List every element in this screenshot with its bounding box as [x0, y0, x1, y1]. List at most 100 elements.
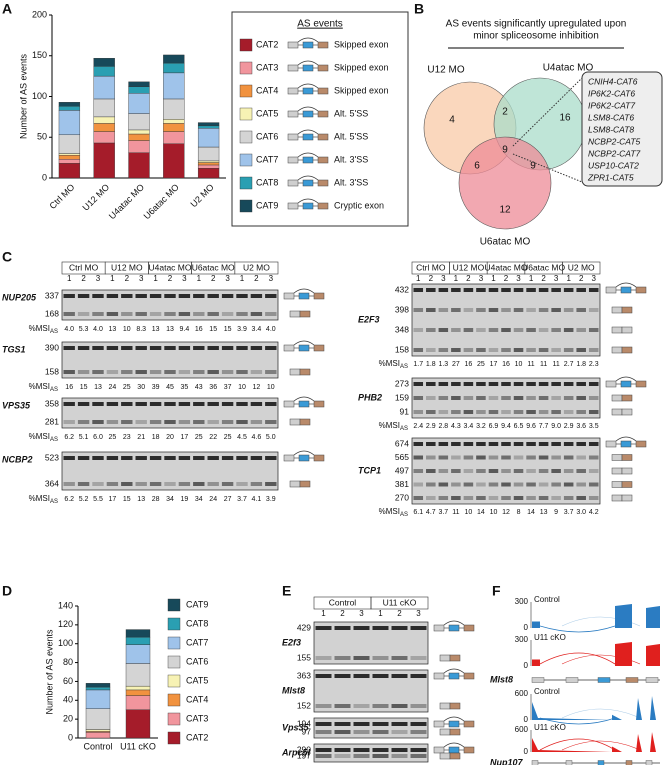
y-tick-label: 200 — [32, 9, 47, 19]
band — [410, 730, 427, 734]
msi-value: 24 — [209, 496, 217, 503]
y-tick-label: 100 — [32, 91, 47, 101]
exon — [611, 408, 623, 416]
bar-segment — [163, 62, 185, 74]
lane-label: 1 — [240, 274, 245, 283]
gene-event: LSM8-CAT6 — [588, 112, 634, 122]
band — [250, 294, 263, 298]
band — [501, 348, 511, 352]
group-label: U6atac MO — [192, 262, 235, 272]
lane-label: 3 — [139, 274, 144, 283]
lane-label: 2 — [125, 274, 130, 283]
band — [438, 410, 449, 414]
band — [513, 482, 524, 487]
band — [391, 626, 408, 630]
band — [451, 442, 461, 446]
group-label: U12 MO — [111, 262, 143, 272]
band — [551, 328, 561, 332]
sashimi-arc — [561, 740, 641, 751]
track-label: U11 cKO — [534, 723, 566, 732]
group-box — [562, 261, 601, 275]
exon — [635, 440, 647, 448]
band — [164, 294, 176, 298]
band — [513, 496, 524, 500]
band-size: 152 — [297, 700, 311, 710]
band — [135, 482, 147, 486]
exon — [313, 292, 325, 300]
gel — [411, 283, 601, 357]
msi-value: 25 — [195, 434, 203, 441]
band — [451, 308, 461, 312]
band — [250, 312, 263, 316]
band — [588, 496, 599, 500]
exon — [439, 752, 451, 760]
band — [463, 442, 474, 446]
group-label: Ctrl MO — [69, 262, 99, 272]
band — [538, 396, 549, 400]
band — [77, 370, 90, 374]
band — [221, 294, 234, 298]
band — [372, 722, 389, 726]
y-tick-label: 50 — [37, 132, 47, 142]
band-size: 97 — [302, 726, 312, 736]
msi-value: 10 — [465, 509, 473, 516]
panel-label: E — [282, 583, 291, 599]
band-size: 348 — [395, 324, 409, 334]
band — [451, 382, 461, 386]
legend-label: CAT8 — [186, 618, 208, 628]
gene-name: TCP1 — [358, 465, 381, 475]
band — [391, 656, 408, 660]
band — [149, 420, 162, 424]
band-size: 273 — [395, 378, 409, 388]
band — [410, 656, 427, 660]
band — [265, 294, 277, 298]
band — [164, 402, 176, 406]
band — [576, 382, 586, 386]
msi-value: 13 — [94, 384, 102, 391]
exon — [439, 654, 451, 662]
band — [526, 348, 536, 352]
band — [538, 469, 549, 473]
legend-label: CAT5 — [256, 108, 278, 118]
exon — [287, 156, 299, 164]
legend-swatch — [167, 731, 181, 745]
band — [106, 312, 119, 316]
panel-label: A — [2, 1, 12, 17]
legend-event: Skipped exon — [334, 39, 389, 49]
y-tick-label: 0 — [68, 732, 73, 742]
set-label: U4atac MO — [543, 63, 594, 74]
band — [135, 456, 147, 460]
exon — [463, 672, 475, 680]
gene-event: LSM8-CAT8 — [588, 124, 634, 134]
band — [149, 294, 162, 298]
band — [391, 748, 408, 752]
band — [63, 294, 75, 298]
band — [193, 312, 205, 316]
band — [563, 348, 574, 352]
band-size: 158 — [395, 344, 409, 354]
msi-value: 8.3 — [136, 326, 146, 333]
legend-swatch — [239, 153, 253, 167]
band — [121, 456, 133, 460]
band — [501, 410, 511, 414]
msi-value: 6.2 — [64, 496, 74, 503]
band — [193, 370, 205, 374]
msi-value: 3.5 — [589, 423, 599, 430]
band — [488, 348, 499, 352]
band — [353, 730, 370, 734]
msi-value: 34 — [166, 496, 174, 503]
band — [353, 704, 370, 708]
band — [426, 455, 436, 460]
exon — [448, 746, 460, 754]
bar-segment — [125, 709, 151, 739]
group-label: U2 MO — [568, 262, 595, 272]
msi-subscript: AS — [50, 329, 58, 335]
gene-name: VPS35 — [2, 400, 31, 410]
band — [576, 455, 586, 460]
msi-value: 25 — [109, 434, 117, 441]
msi-value: 6.0 — [93, 434, 103, 441]
msi-value: 4.3 — [451, 423, 461, 430]
exon — [287, 133, 299, 141]
lane-label: 2 — [466, 274, 471, 283]
band — [488, 455, 499, 460]
